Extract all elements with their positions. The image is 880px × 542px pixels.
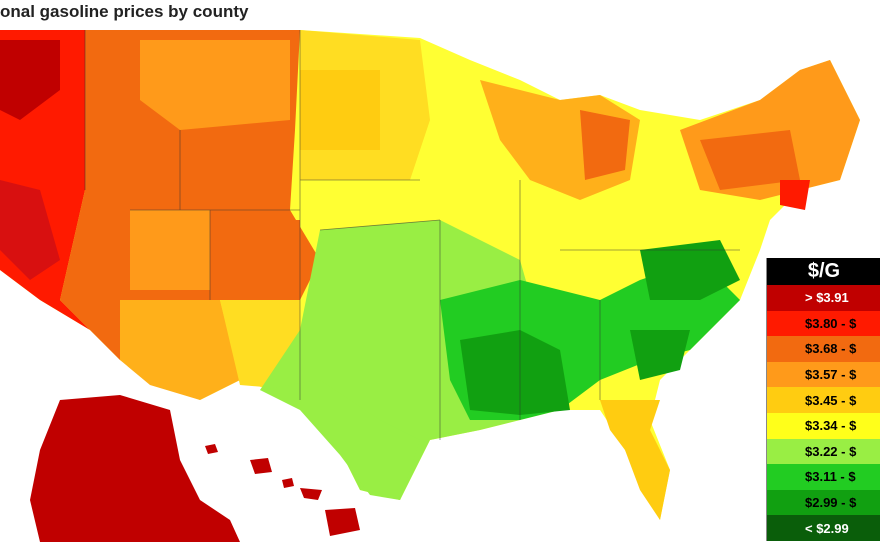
legend-item-label: $3.45 - $ <box>805 392 857 408</box>
legend-item-label: $3.80 - $ <box>805 315 857 331</box>
legend-item: $3.34 - $ <box>767 412 880 439</box>
legend-item: $2.99 - $ <box>767 489 880 516</box>
legend-item: $3.57 - $ <box>767 361 880 388</box>
north-plains-region <box>300 30 430 180</box>
legend-item: $3.68 - $ <box>767 336 880 362</box>
legend-item-label: > $3.91 <box>805 290 849 306</box>
legend-item-label: $2.99 - $ <box>805 495 857 511</box>
legend-item: $3.11 - $ <box>767 464 880 490</box>
legend-item-label: $3.34 - $ <box>805 418 857 434</box>
legend-item-label: $3.11 - $ <box>805 469 856 485</box>
florida-region <box>600 400 670 520</box>
great-lakes-region <box>480 80 640 200</box>
legend-item: $3.80 - $ <box>767 310 880 337</box>
legend-item: $3.45 - $ <box>767 387 880 413</box>
map-title: onal gasoline prices by county <box>0 2 249 21</box>
northeast-region <box>680 60 860 210</box>
legend-item: > $3.91 <box>767 285 880 311</box>
legend-item-label: < $2.99 <box>805 520 849 536</box>
price-legend: $/G > $3.91 $3.80 - $ $3.68 - $ $3.57 - $ $3… <box>766 258 880 541</box>
alaska-region <box>30 395 240 542</box>
legend-item: < $2.99 <box>767 515 880 541</box>
mountain-region <box>60 30 320 360</box>
legend-item: $3.22 - $ <box>767 438 880 465</box>
state-borders <box>84 30 740 440</box>
legend-rows: > $3.91 $3.80 - $ $3.68 - $ $3.57 - $ $3.45 … <box>767 285 880 541</box>
legend-item-label: $3.22 - $ <box>805 443 857 459</box>
legend-item-label: $3.57 - $ <box>805 367 857 383</box>
legend-item-label: $3.68 - $ <box>805 341 857 357</box>
west-coast-region <box>0 30 120 360</box>
texas-region <box>260 380 420 500</box>
southeast-region <box>440 240 740 420</box>
hawaii-region <box>205 444 360 536</box>
legend-title: $/G <box>767 258 880 285</box>
